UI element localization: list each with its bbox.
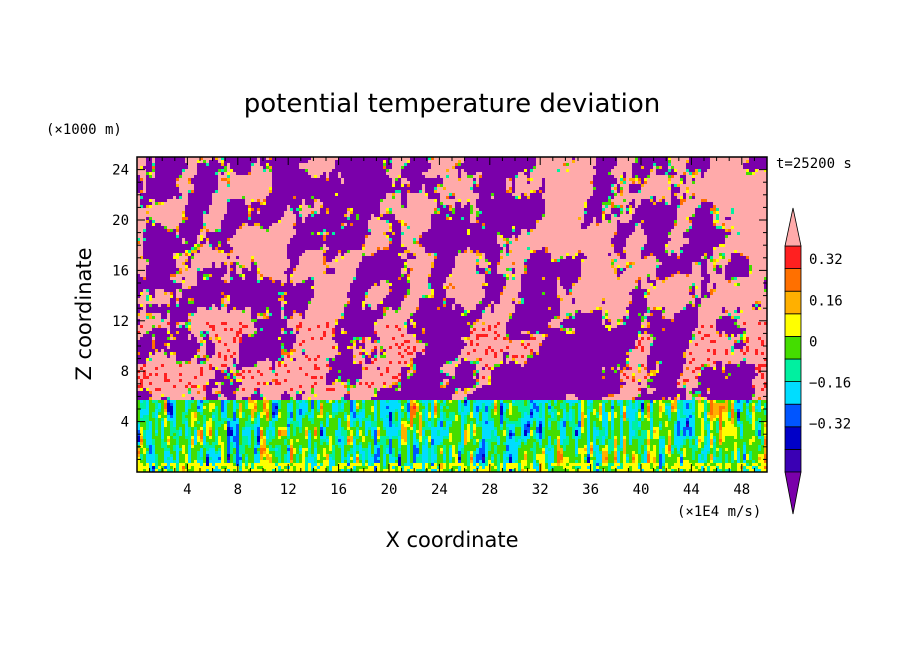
heatmap-field [137,157,767,472]
colorbar-band [784,426,802,450]
x-tick-label: 24 [431,482,448,498]
colorbar-band [784,403,802,428]
x-axis: 4 8 12 16 20 24 28 32 36 40 44 48 [149,157,755,498]
x-tick-label: 8 [234,482,242,498]
colorbar-under-triangle [784,471,802,515]
y-tick-label: 8 [121,364,129,380]
x-tick-label: 36 [582,482,599,498]
colorbar-band [784,268,802,292]
x-tick-label: 16 [330,482,347,498]
y-tick-label: 20 [112,213,129,229]
x-tick-label: 12 [280,482,297,498]
colorbar-band [784,448,802,473]
y-tick-label: 4 [121,415,129,431]
time-label: t=25200 s [776,156,852,172]
colorbar-band [784,245,802,270]
y-tick-label: 24 [112,163,129,179]
x-tick-label: 48 [733,482,750,498]
colorbar-band [784,313,802,337]
x-tick-label: 28 [481,482,498,498]
y-tick-label: 12 [112,314,129,330]
y-axis-label: Z coordinate [72,247,96,380]
x-tick-label: 44 [683,482,700,498]
colorbar-tick-label: −0.16 [809,376,851,392]
x-axis-label: X coordinate [385,528,518,552]
colorbar-tick-label: −0.32 [809,417,851,433]
x-tick-label: 40 [633,482,650,498]
colorbar-band [784,290,802,315]
colorbar-band [784,381,802,405]
colorbar-band [784,335,802,360]
heatmap-image [137,157,767,472]
x-tick-label: 20 [381,482,398,498]
colorbar-tick-label: 0.16 [809,293,843,309]
x-unit-label: (×1E4 m/s) [677,504,761,520]
x-tick-label: 32 [532,482,549,498]
chart-title: potential temperature deviation [244,89,660,119]
y-unit-label: (×1000 m) [46,122,122,138]
x-tick-label: 4 [183,482,191,498]
y-tick-label: 16 [112,263,129,279]
y-axis: 4 8 12 16 20 24 [112,163,767,460]
colorbar-over-triangle [784,207,802,247]
colorbar-tick-label: 0.32 [809,252,843,268]
colorbar-band [784,358,802,383]
colorbar-tick-label: 0 [809,334,817,350]
colorbar: 0.32 0.16 0 −0.16 −0.32 [784,207,851,515]
